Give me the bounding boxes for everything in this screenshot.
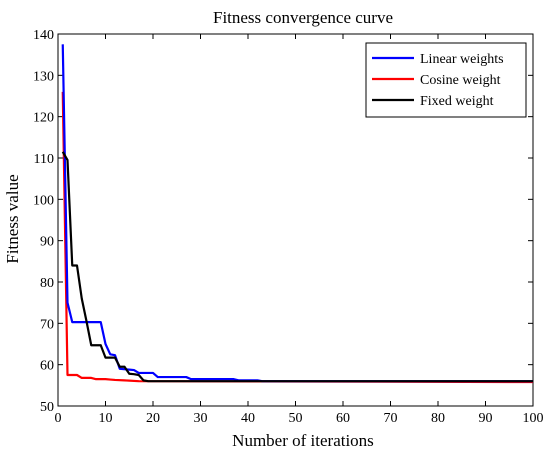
chart-title: Fitness convergence curve xyxy=(213,8,393,27)
x-axis-label: Number of iterations xyxy=(232,431,374,450)
x-tick-label: 10 xyxy=(99,411,113,426)
x-tick-label: 20 xyxy=(146,411,160,426)
y-tick-label: 60 xyxy=(40,359,54,374)
y-tick-label: 50 xyxy=(40,400,54,415)
x-tick-label: 50 xyxy=(289,411,303,426)
x-tick-label: 80 xyxy=(431,411,445,426)
x-tick-label: 40 xyxy=(241,411,255,426)
x-tick-label: 0 xyxy=(55,411,62,426)
legend-label: Linear weights xyxy=(420,52,504,67)
y-tick-label: 140 xyxy=(33,28,54,43)
y-axis-label: Fitness value xyxy=(3,174,22,263)
legend-label: Cosine weight xyxy=(420,73,501,88)
series-line-cosine-weight xyxy=(61,91,534,384)
y-tick-label: 130 xyxy=(33,69,54,84)
y-tick-label: 70 xyxy=(40,317,54,332)
x-tick-label: 100 xyxy=(523,411,544,426)
series-layer xyxy=(61,44,534,384)
legend: Linear weights Cosine weight Fixed weight xyxy=(365,42,527,118)
y-tick-label: 90 xyxy=(40,235,54,250)
y-tick-label: 80 xyxy=(40,276,54,291)
x-tick-label: 70 xyxy=(384,411,398,426)
axis-ticks: 0 10 20 30 40 50 60 70 80 90 100 50 60 70 80 90 100 110 12… xyxy=(33,28,544,426)
x-tick-label: 60 xyxy=(336,411,350,426)
y-tick-label: 100 xyxy=(33,193,54,208)
legend-label: Fixed weight xyxy=(420,94,494,109)
y-tick-label: 110 xyxy=(34,152,54,167)
series-line-fixed-weight xyxy=(61,151,533,383)
x-tick-label: 30 xyxy=(194,411,208,426)
y-tick-label: 120 xyxy=(33,111,54,126)
x-tick-label: 90 xyxy=(479,411,493,426)
